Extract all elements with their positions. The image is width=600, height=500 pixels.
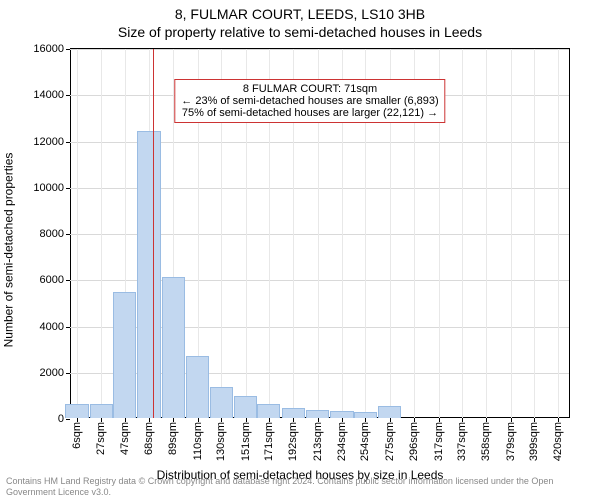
xtick-label: 275sqm <box>384 422 396 461</box>
ytick-label: 4000 <box>40 321 64 333</box>
gridline-h <box>70 49 569 50</box>
footer-credit: Contains HM Land Registry data © Crown c… <box>6 476 600 498</box>
ytick-mark <box>66 49 70 50</box>
xtick-label: 317sqm <box>433 422 445 461</box>
bar <box>257 404 280 418</box>
ytick-mark <box>66 419 70 420</box>
ytick-label: 14000 <box>33 89 64 101</box>
gridline-v <box>486 49 487 418</box>
bar <box>234 396 257 418</box>
gridline-v <box>462 49 463 418</box>
bar <box>306 410 329 418</box>
ytick-mark <box>66 95 70 96</box>
xtick-label: 358sqm <box>480 422 492 461</box>
xtick-label: 27sqm <box>95 422 107 455</box>
xtick-label: 171sqm <box>263 422 275 461</box>
xtick-label: 254sqm <box>359 422 371 461</box>
annotation-line: ← 23% of semi-detached houses are smalle… <box>181 95 438 107</box>
annotation-line: 75% of semi-detached houses are larger (… <box>181 107 438 119</box>
bar <box>354 412 377 418</box>
xtick-label: 379sqm <box>505 422 517 461</box>
bar <box>162 277 185 418</box>
xtick-label: 234sqm <box>336 422 348 461</box>
gridline-v <box>558 49 559 418</box>
ytick-label: 10000 <box>33 182 64 194</box>
ytick-label: 2000 <box>40 367 64 379</box>
gridline-v <box>101 49 102 418</box>
gridline-v <box>77 49 78 418</box>
xtick-label: 192sqm <box>287 422 299 461</box>
xtick-label: 89sqm <box>167 422 179 455</box>
gridline-v <box>511 49 512 418</box>
bar <box>90 404 113 418</box>
bar <box>113 292 136 418</box>
bar <box>330 411 353 418</box>
xtick-label: 110sqm <box>192 422 204 460</box>
bar <box>378 406 401 418</box>
xtick-label: 399sqm <box>528 422 540 461</box>
ytick-mark <box>66 142 70 143</box>
ytick-label: 16000 <box>33 43 64 55</box>
xtick-label: 151sqm <box>240 422 252 461</box>
reference-line <box>153 49 154 418</box>
ytick-mark <box>66 234 70 235</box>
xtick-label: 47sqm <box>119 422 131 455</box>
ytick-mark <box>66 188 70 189</box>
xtick-label: 213sqm <box>312 422 324 461</box>
xtick-label: 296sqm <box>408 422 420 461</box>
ytick-label: 12000 <box>33 136 64 148</box>
y-axis-label: Number of semi-detached properties <box>2 153 16 348</box>
bar <box>282 408 305 418</box>
xtick-label: 337sqm <box>456 422 468 461</box>
annotation-box: 8 FULMAR COURT: 71sqm← 23% of semi-detac… <box>174 79 445 123</box>
xtick-label: 130sqm <box>215 422 227 461</box>
plot-area: 02000400060008000100001200014000160006sq… <box>70 48 570 418</box>
bar <box>65 404 88 418</box>
gridline-v <box>534 49 535 418</box>
ytick-mark <box>66 280 70 281</box>
ytick-label: 0 <box>58 413 64 425</box>
chart-title-line2: Size of property relative to semi-detach… <box>0 24 600 40</box>
ytick-label: 8000 <box>40 228 64 240</box>
xtick-label: 420sqm <box>552 422 564 461</box>
bar <box>186 356 209 418</box>
bar <box>210 387 233 418</box>
chart-title-line1: 8, FULMAR COURT, LEEDS, LS10 3HB <box>0 6 600 22</box>
xtick-label: 6sqm <box>71 422 83 449</box>
bar <box>137 131 160 418</box>
ytick-mark <box>66 373 70 374</box>
ytick-mark <box>66 327 70 328</box>
xtick-label: 68sqm <box>143 422 155 455</box>
annotation-line: 8 FULMAR COURT: 71sqm <box>181 83 438 95</box>
chart-container: 8, FULMAR COURT, LEEDS, LS10 3HB Size of… <box>0 0 600 500</box>
ytick-label: 6000 <box>40 274 64 286</box>
